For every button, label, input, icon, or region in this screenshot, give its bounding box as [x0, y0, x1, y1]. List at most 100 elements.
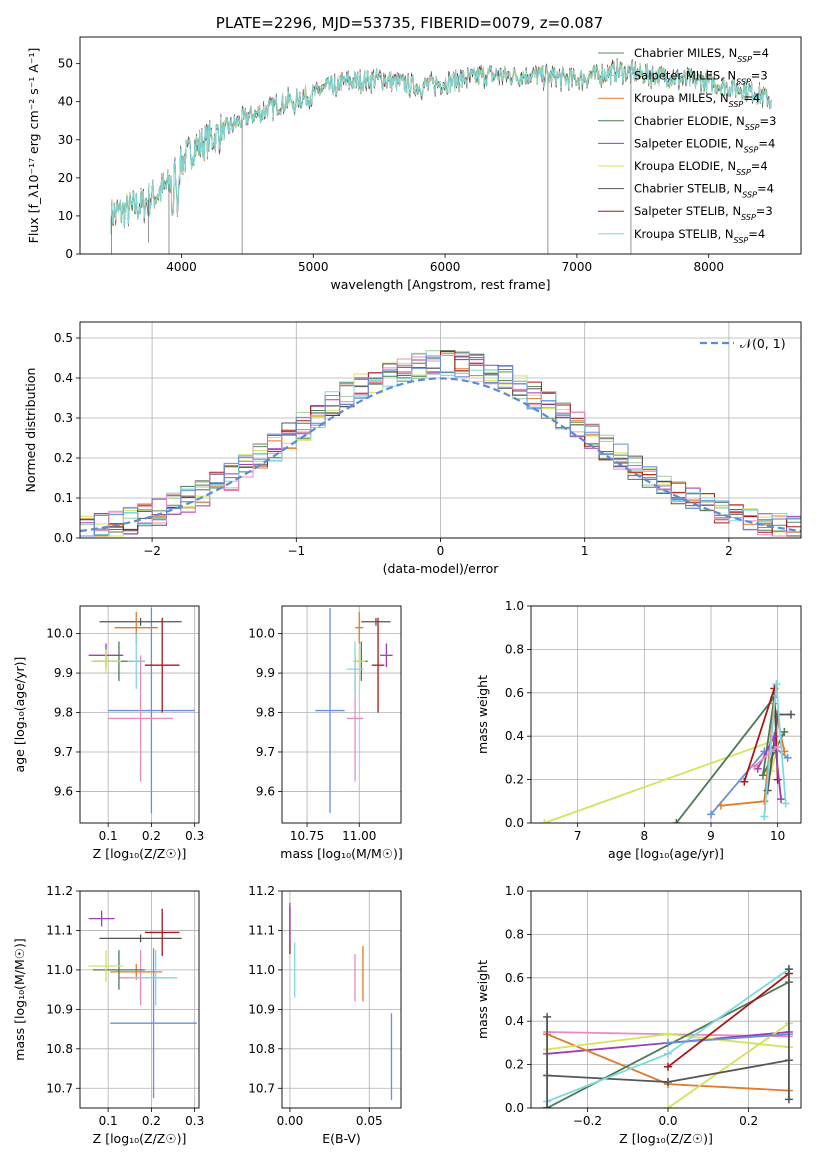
xtick-label: 0.3 — [185, 1114, 204, 1128]
ytick-label: 10.9 — [248, 1002, 275, 1016]
ytick-label: 30 — [58, 133, 73, 147]
weight-marker — [664, 1049, 673, 1058]
x-axis-label: age [log₁₀(age/yr)] — [608, 846, 724, 861]
xtick-label: 7 — [574, 829, 582, 843]
axes-frame — [79, 605, 200, 824]
xtick-label: 1 — [581, 544, 589, 558]
plot-area — [289, 902, 393, 1101]
xtick-label: 10.75 — [290, 829, 324, 843]
weight-marker — [740, 777, 749, 786]
weight-marker — [540, 819, 549, 823]
xtick-label: 0.1 — [99, 829, 118, 843]
xtick-label: 10 — [770, 829, 785, 843]
ytick-label: 0.2 — [505, 1058, 524, 1072]
legend-label: Salpeter STELIB, NSSP=3 — [634, 204, 773, 222]
grid — [531, 890, 801, 1109]
legend-sub: SSP — [729, 100, 744, 109]
legend-label: Kroupa STELIB, NSSP=4 — [634, 227, 765, 245]
weight-marker — [543, 1012, 552, 1021]
weight-marker — [781, 799, 790, 808]
ytick-label: 50 — [58, 57, 73, 71]
axes-frame — [281, 890, 402, 1109]
ytick-label: 11.2 — [46, 884, 73, 898]
plot-area — [315, 607, 393, 814]
axes-spectrum: 4000 5000 6000 7000 8000 0 10 20 30 40 50 wavelengt… — [26, 36, 802, 292]
ytick-label: 11.0 — [46, 963, 73, 977]
axes-frame — [79, 36, 802, 255]
ytick-label: 0.4 — [505, 729, 524, 743]
legend-sub: SSP — [744, 145, 759, 154]
legend-label: Chabrier MILES, NSSP=4 — [634, 46, 769, 64]
weight-marker — [664, 1077, 673, 1086]
axes-massweight-Z: −0.2 0.0 0.2 0.0 0.2 0.4 0.6 0.8 1.0 Z [log₁₀(Z/Z… — [475, 884, 802, 1146]
xtick-label: 0.2 — [142, 1114, 161, 1128]
ytick-label: 11.0 — [248, 963, 275, 977]
weight-marker — [784, 1095, 793, 1104]
hist-step — [80, 354, 801, 537]
grid — [282, 606, 401, 823]
xtick-label: 8000 — [693, 260, 724, 274]
ytick-label: 0.6 — [505, 971, 524, 985]
y-axis-label: age [log₁₀(age/yr)] — [12, 657, 27, 773]
legend-value: =4 — [758, 136, 775, 150]
x-axis-label: wavelength [Angstrom, rest frame] — [330, 277, 550, 292]
ytick-label: 20 — [58, 171, 73, 185]
ytick-label: 40 — [58, 95, 73, 109]
ytick-label: 0.4 — [505, 1014, 524, 1028]
xtick-label: 4000 — [166, 260, 197, 274]
plot-area — [88, 908, 197, 1099]
legend-sub: SSP — [742, 190, 757, 199]
gaussian-curve — [80, 377, 801, 533]
legend-value: =4 — [751, 159, 768, 173]
y-axis-label: mass [log₁₀(M/M☉)] — [12, 938, 27, 1060]
legend-sub: SSP — [741, 213, 756, 222]
ytick-label: 11.1 — [248, 923, 275, 937]
xtick-label: 0.0 — [658, 1114, 677, 1128]
legend-label: 𝒩(0, 1) — [740, 336, 786, 351]
xtick-label: 9 — [707, 829, 715, 843]
legend-label: Salpeter MILES, NSSP=3 — [634, 69, 768, 87]
axes-age-Z: 0.1 0.2 0.3 9.6 9.7 9.8 9.9 10.0 Z [log₁₀(Z/Z☉)]… — [12, 605, 204, 861]
ytick-label: 10 — [58, 209, 73, 223]
spectrum-line — [110, 60, 772, 231]
x-axis-label: E(B-V) — [322, 1131, 361, 1146]
legend-value: =3 — [751, 69, 768, 83]
weight-line — [667, 1022, 790, 1108]
ytick-label: 10.8 — [46, 1042, 73, 1056]
grid — [80, 606, 199, 823]
weight-marker — [759, 771, 767, 780]
xtick-label: −2 — [143, 544, 161, 558]
x-axis-label: (data-model)/error — [383, 561, 500, 576]
axes-frame — [530, 890, 802, 1109]
legend-value: =3 — [756, 204, 773, 218]
ytick-label: 1.0 — [505, 599, 524, 613]
axes-age-mass: 10.75 11.00 9.6 9.7 9.8 9.9 10.0 mass [log₁₀(M/… — [248, 605, 403, 861]
ytick-label: 0.8 — [505, 927, 524, 941]
legend: Chabrier MILES, NSSP=4 Salpeter MILES, NS… — [598, 46, 776, 244]
weight-marker — [787, 710, 795, 719]
y-axis-label: Normed distribution — [23, 368, 38, 493]
x-axis-label: Z [log₁₀(Z/Z☉)] — [93, 1131, 187, 1146]
plot-area — [88, 607, 195, 814]
ytick-label: 0.8 — [505, 642, 524, 656]
weight-marker — [664, 1104, 673, 1108]
axes-frame — [281, 605, 402, 824]
axes-frame — [79, 321, 802, 539]
ytick-label: 0.0 — [54, 531, 73, 545]
weight-marker — [543, 1104, 552, 1108]
legend-sub: SSP — [745, 122, 760, 131]
xtick-label: 0.00 — [277, 1114, 304, 1128]
ytick-label: 9.9 — [54, 666, 73, 680]
weight-marker — [784, 965, 793, 974]
grid — [282, 890, 401, 1108]
axes-mass-Z: 0.1 0.2 0.3 10.7 10.8 10.9 11.0 11.1 11.2 Z [log₁… — [12, 884, 204, 1146]
weight-line — [675, 693, 786, 823]
xtick-label: 11.00 — [342, 829, 376, 843]
xtick-label: 5000 — [298, 260, 329, 274]
legend-sub: SSP — [736, 77, 751, 86]
y-axis-label: mass weight — [475, 960, 490, 1039]
ytick-label: 0.5 — [54, 331, 73, 345]
legend-value: =3 — [760, 114, 777, 128]
ytick-label: 0.1 — [54, 491, 73, 505]
weight-marker — [760, 797, 769, 806]
